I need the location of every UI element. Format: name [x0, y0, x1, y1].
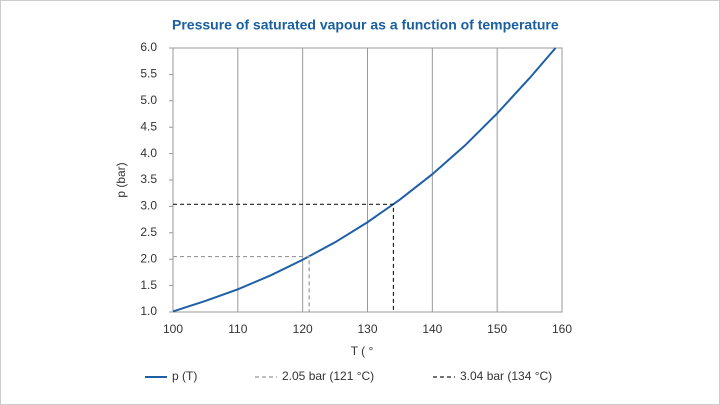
- x-tick-label: 100: [163, 322, 183, 336]
- series-line: [173, 255, 310, 312]
- x-tick-label: 150: [487, 322, 507, 336]
- x-tick-label: 160: [552, 322, 572, 336]
- x-axis-label: T ( °: [351, 344, 374, 358]
- y-tick-label: 2.5: [140, 225, 157, 239]
- chart-title: Pressure of saturated vapour as a functi…: [172, 17, 559, 33]
- y-tick-label: 5.5: [140, 67, 157, 81]
- x-tick-label: 140: [422, 322, 442, 336]
- y-tick-label: 3.5: [140, 172, 157, 186]
- y-tick-label: 2.0: [140, 251, 157, 265]
- y-tick-label: 5.0: [140, 93, 157, 107]
- legend-label: p (T): [172, 369, 197, 383]
- legend-label: 2.05 bar (121 °C): [282, 369, 374, 383]
- x-tick-label: 130: [357, 322, 377, 336]
- y-tick-label: 6.0: [140, 40, 157, 54]
- legend-label: 3.04 bar (134 °C): [460, 369, 552, 383]
- y-tick-label: 1.5: [140, 278, 157, 292]
- y-tick-label: 4.0: [140, 146, 157, 160]
- y-axis-label: p (bar): [114, 162, 128, 197]
- series-line: [173, 203, 395, 312]
- y-tick-label: 1.0: [140, 304, 157, 318]
- y-tick-label: 3.0: [140, 199, 157, 213]
- x-tick-label: 120: [293, 322, 313, 336]
- x-tick-label: 110: [228, 322, 247, 336]
- y-tick-label: 4.5: [140, 119, 157, 133]
- series-line: [172, 47, 557, 313]
